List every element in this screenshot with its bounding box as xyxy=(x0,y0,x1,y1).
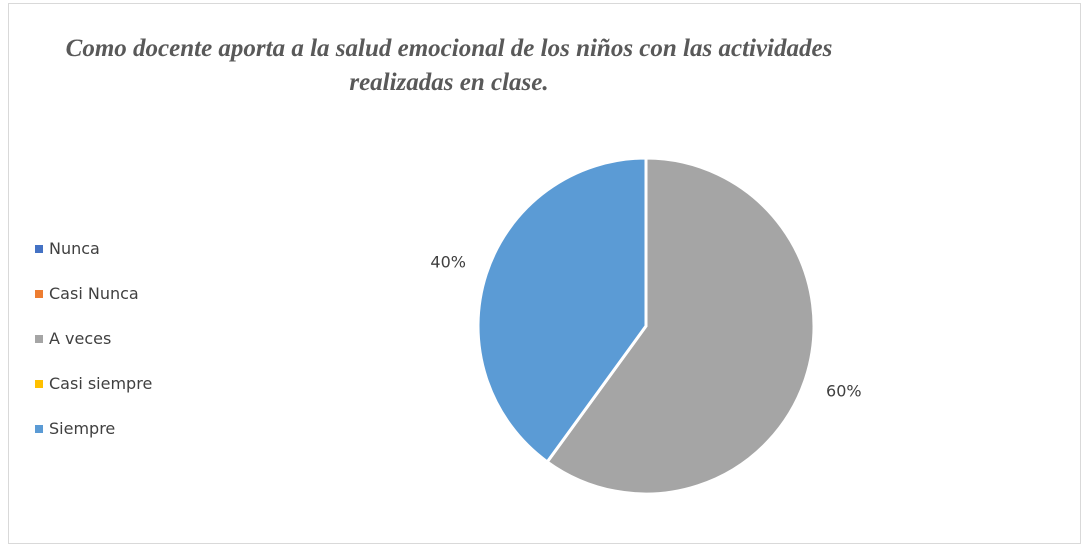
chart-area: Como docente aporta a la salud emocional… xyxy=(8,3,1081,544)
legend-label-nunca: Nunca xyxy=(49,239,100,258)
legend-swatch-casi-siempre xyxy=(35,379,43,388)
legend-label-casi-siempre: Casi siempre xyxy=(49,374,153,393)
legend-swatch-nunca xyxy=(35,244,43,253)
data-label-siempre: 40% xyxy=(430,253,466,272)
legend-item-casi-siempre: Casi siempre xyxy=(35,361,152,406)
legend-item-nunca: Nunca xyxy=(35,226,152,271)
legend-item-siempre: Siempre xyxy=(35,406,152,451)
legend-label-casi-nunca: Casi Nunca xyxy=(49,284,139,303)
legend-item-a-veces: A veces xyxy=(35,316,152,361)
legend-swatch-casi-nunca xyxy=(35,289,43,298)
legend: Nunca Casi Nunca A veces Casi siempre Si… xyxy=(35,226,152,451)
chart-title: Como docente aporta a la salud emocional… xyxy=(65,35,833,96)
legend-swatch-siempre xyxy=(35,424,43,433)
pie-slice-siempre xyxy=(476,156,648,464)
pie-slice-a-veces xyxy=(545,156,816,496)
legend-label-siempre: Siempre xyxy=(49,419,116,438)
data-label-a-veces: 60% xyxy=(826,381,862,400)
pie-chart: 60% 40% xyxy=(430,156,862,496)
legend-item-casi-nunca: Casi Nunca xyxy=(35,271,152,316)
legend-swatch-a-veces xyxy=(35,334,43,343)
legend-label-a-veces: A veces xyxy=(49,329,112,348)
